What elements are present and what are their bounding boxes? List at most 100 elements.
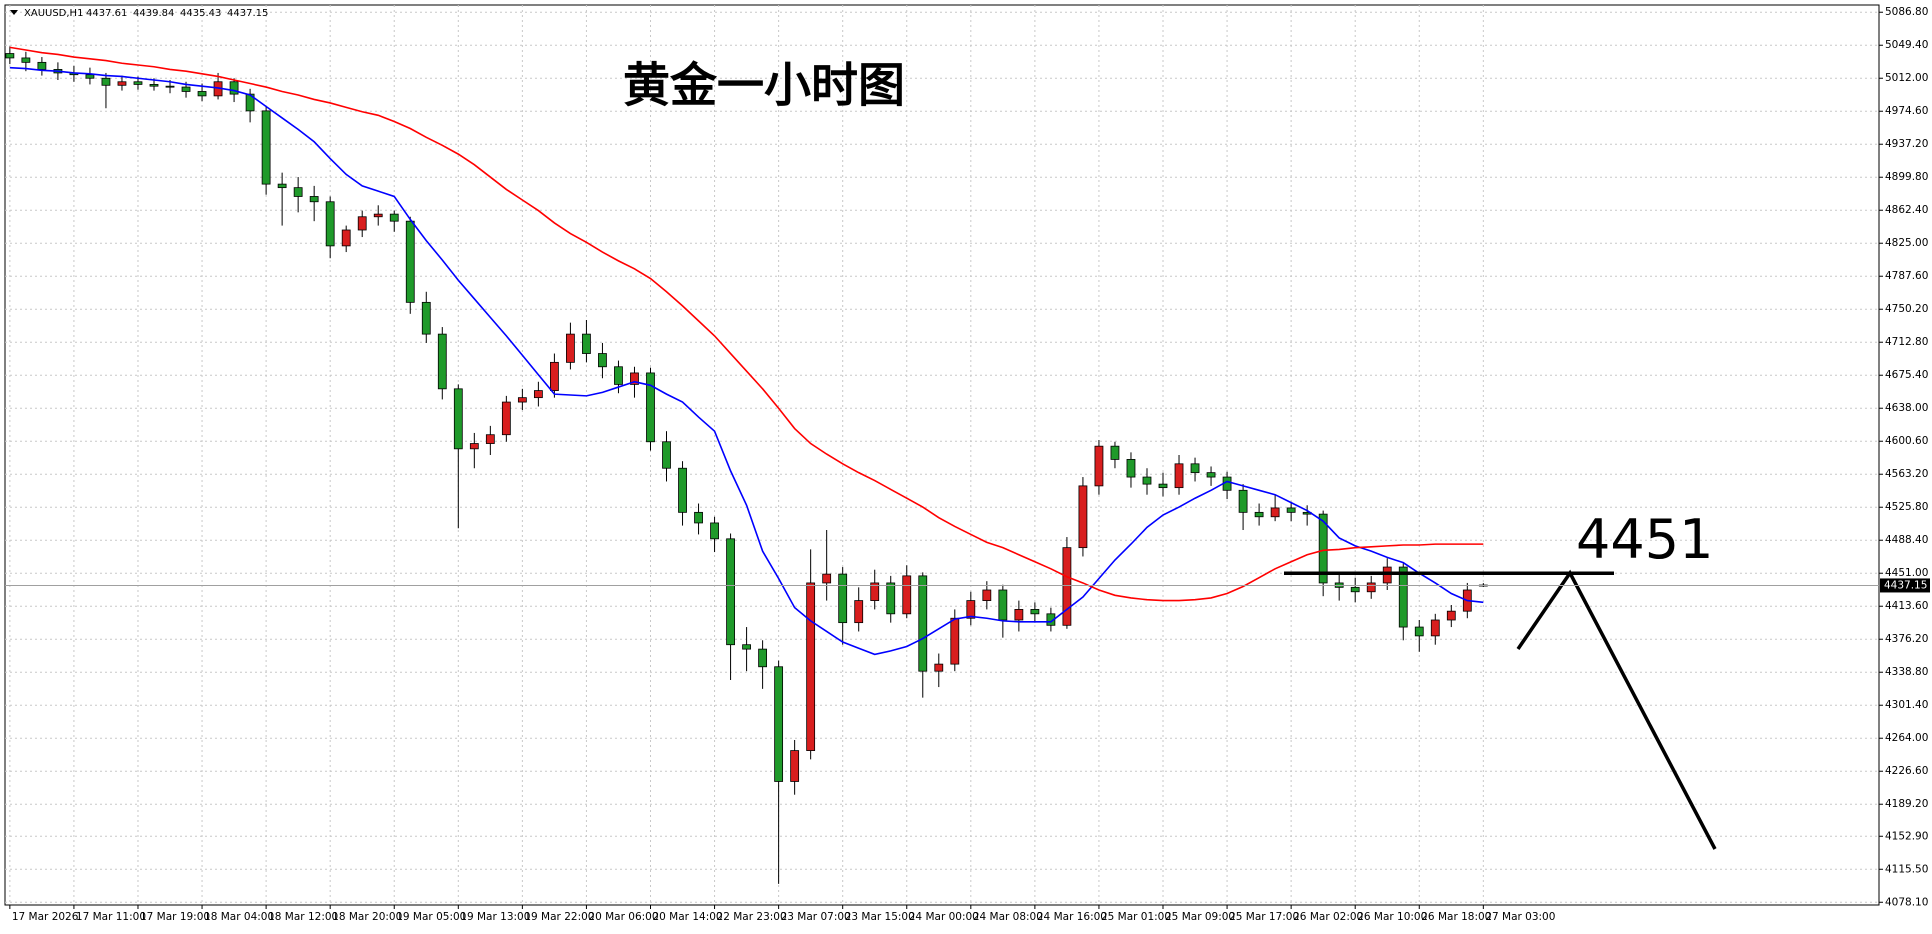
x-tick-label: 18 Mar 12:00 [268,911,338,923]
y-tick-label: 4338.80 [1885,666,1928,678]
candle-body [1158,483,1168,489]
candle-body [389,213,399,222]
candle-body [1350,586,1360,593]
candle-body [453,388,463,450]
candle-body [742,644,751,650]
x-tick-label: 24 Mar 08:00 [973,911,1043,923]
x-tick-label: 26 Mar 18:00 [1421,911,1491,923]
x-tick-label: 25 Mar 17:00 [1229,911,1299,923]
candle-body [646,372,655,443]
y-tick-label: 4974.60 [1885,105,1928,117]
x-tick-label: 25 Mar 01:00 [1101,911,1171,923]
candle-body [37,61,47,70]
candle-body [1286,507,1296,513]
symbol: XAUUSD,H1 [24,8,83,19]
y-tick-label: 4750.20 [1885,303,1928,315]
x-tick-label: 19 Mar 13:00 [460,911,530,923]
y-tick-label: 4078.10 [1885,896,1928,908]
x-tick-label: 23 Mar 15:00 [845,911,915,923]
candle-body [710,522,719,540]
candle-body [1414,626,1424,637]
candle-body [870,582,880,601]
y-tick-label: 4451.00 [1885,567,1928,579]
chart-title: 黄金一小时图 [623,59,905,114]
x-tick-label: 24 Mar 00:00 [909,911,979,923]
candle-body [774,666,784,782]
marks [5,46,1488,884]
candle-body [149,84,159,87]
candle-body [5,53,15,59]
candle-body [582,333,591,354]
candle-body [1062,547,1072,626]
candle-body [1318,513,1328,584]
candle-body [501,401,511,436]
candle-body [662,441,671,469]
header-high: 4439.84 [133,8,174,19]
candle-body [1094,445,1104,487]
candle-body [437,333,447,390]
candle-body [566,333,575,363]
header-open: 4437.61 [86,8,127,19]
x-tick-label: 19 Mar 05:00 [396,911,466,923]
candle-body [485,434,495,444]
candle-body [293,187,303,197]
candle-body [614,366,623,385]
y-tick-label: 4301.40 [1885,699,1928,711]
x-tick-label: 17 Mar 2026 [12,911,79,923]
candle-body [1014,609,1024,621]
candle-body [1270,507,1280,518]
candle-body [598,353,607,368]
candle-body [1238,489,1248,513]
candle-body [790,750,800,782]
y-tick-label: 4152.90 [1885,830,1928,842]
x-tick-label: 17 Mar 11:00 [76,911,146,923]
candle-body [678,467,687,513]
candle-body [261,110,271,185]
candle-body [854,600,864,624]
candle-body [1078,485,1088,549]
candle-body [918,575,928,672]
current-price-box [1880,578,1930,593]
candle-body [886,582,896,615]
candle-body [533,390,543,399]
candle-body [998,589,1008,621]
candle-body [758,648,768,668]
candle-body [325,201,335,247]
candle-body [982,589,992,601]
candle-body [229,81,239,95]
y-tick-label: 4376.20 [1885,633,1928,645]
y-tick-label: 4413.60 [1885,600,1928,612]
candle-body [694,511,703,524]
x-tick-label: 18 Mar 20:00 [332,911,402,923]
candle-body [101,77,111,86]
x-tick-label: 24 Mar 16:00 [1037,911,1107,923]
header-close: 4437.15 [227,8,268,19]
y-tick-label: 4488.40 [1885,534,1928,546]
candle-body [950,617,960,665]
candle-body [309,196,319,203]
candle-body [357,216,367,231]
header-low: 4435.43 [180,8,221,19]
candle-body [1174,463,1184,489]
level-label: 4451 [1576,508,1713,571]
candle-body [133,81,143,85]
candle-body [1206,472,1216,478]
candle-body [181,86,191,92]
candle-body [277,183,287,189]
x-tick-label: 27 Mar 03:00 [1485,911,1555,923]
candle-body [838,573,848,624]
y-tick-label: 4825.00 [1885,237,1928,249]
candle-body [1382,566,1392,584]
x-tick-label: 20 Mar 14:00 [652,911,722,923]
candle-body [1446,610,1456,621]
candle-body [421,301,431,335]
y-tick-label: 5049.40 [1885,39,1928,51]
candle-body [1254,511,1264,518]
candle-body [245,93,255,112]
candle-body [806,582,816,751]
y-tick-label: 4937.20 [1885,138,1928,150]
y-tick-label: 4787.60 [1885,270,1928,282]
y-tick-label: 5012.00 [1885,72,1928,84]
candle-body [966,600,976,619]
